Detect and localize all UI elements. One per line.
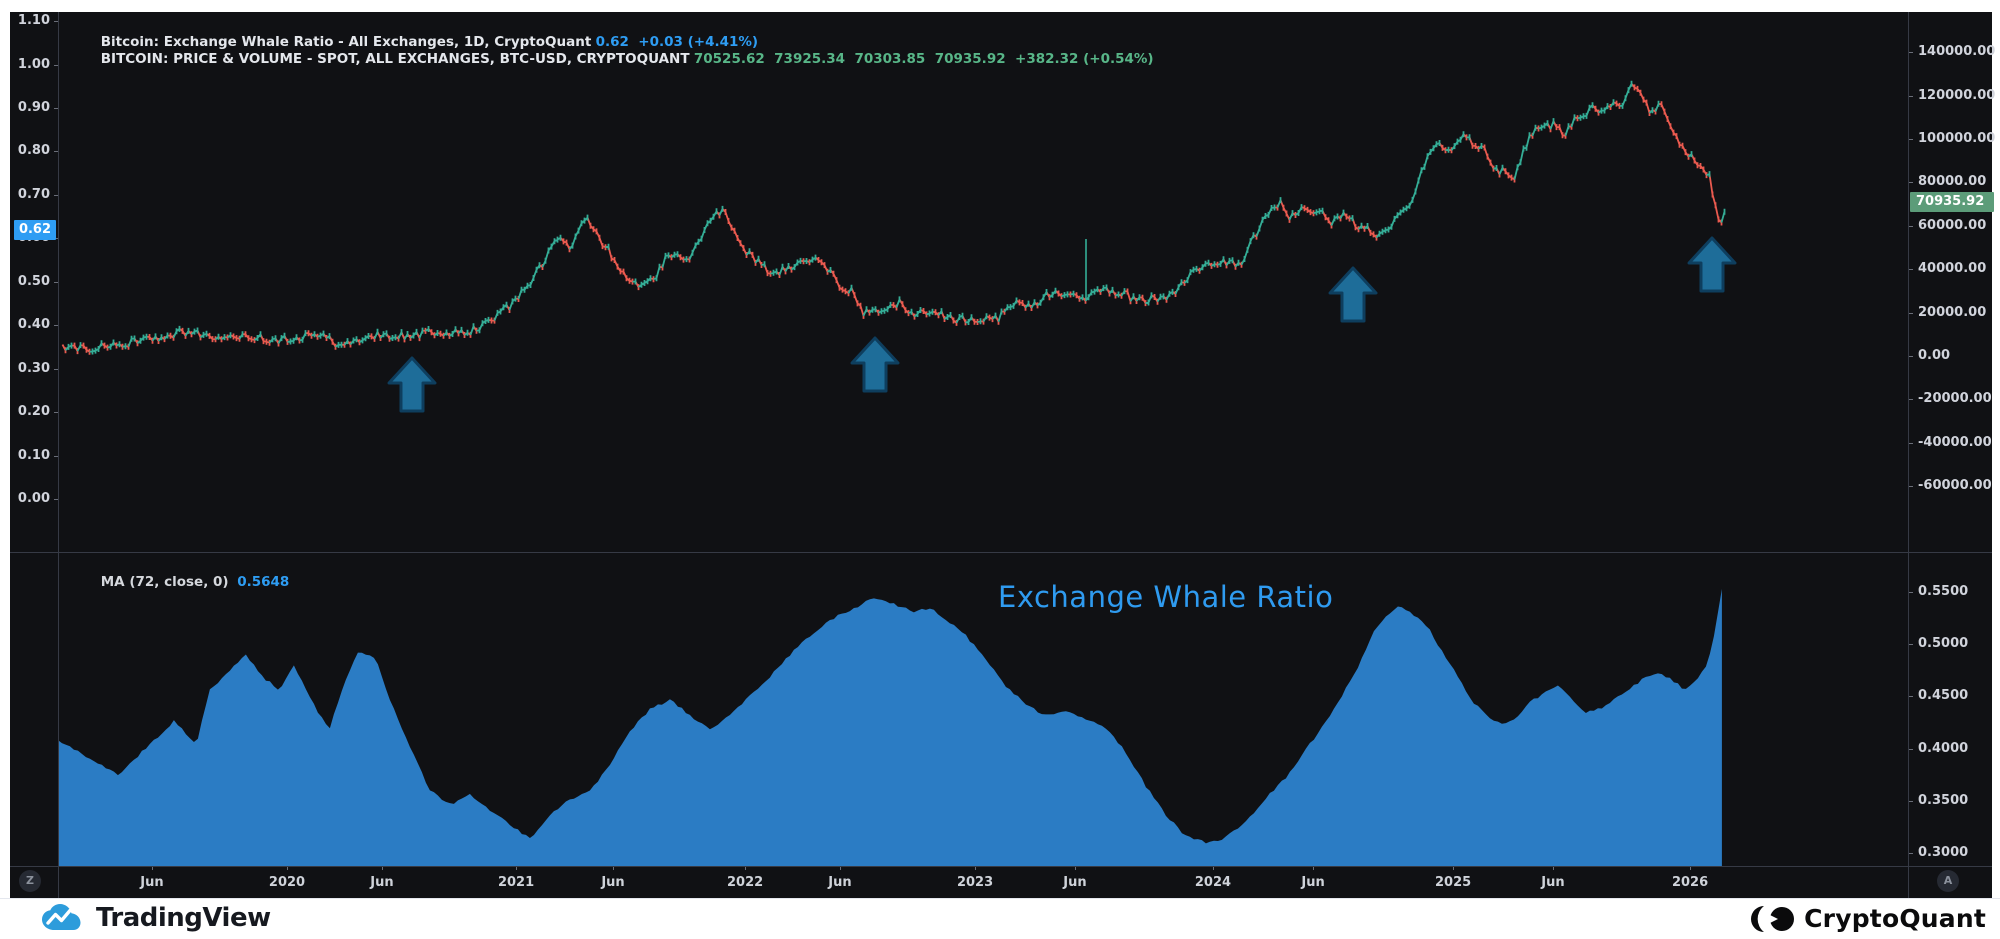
time-axis-border xyxy=(10,866,1992,867)
right-axis-price-tick: 20000.00 xyxy=(1918,304,1987,320)
time-axis-label: 2020 xyxy=(268,875,306,890)
time-axis-label: 2022 xyxy=(726,875,764,890)
legend-whale-ratio-value: 0.62 +0.03 (+4.41%) xyxy=(595,34,759,50)
up-arrow-annotation[interactable] xyxy=(850,336,900,393)
left-axis-tick: 0.00 xyxy=(17,491,50,506)
timezone-button[interactable]: Z xyxy=(19,870,41,892)
right-axis-price-tick: 60000.00 xyxy=(1918,217,1987,233)
time-axis-label: Jun xyxy=(1301,875,1325,890)
legend-row-ma[interactable]: MA (72, close, 0) 0.5648 xyxy=(75,558,290,606)
right-axis-ratio-tick: 0.3500 xyxy=(1918,792,1969,808)
left-axis-tick: 0.70 xyxy=(17,186,50,202)
cryptoquant-logo[interactable]: CryptoQuant xyxy=(1751,904,1986,933)
time-axis-label: 2024 xyxy=(1194,875,1232,890)
tradingview-logo[interactable]: TradingView xyxy=(40,903,271,933)
chart-frame: 1.101.000.900.800.700.600.500.400.300.20… xyxy=(10,12,1996,898)
left-axis-tick: 0.80 xyxy=(17,143,50,159)
time-axis-label: 2023 xyxy=(956,875,994,890)
legend-row-whale-ratio[interactable]: Bitcoin: Exchange Whale Ratio - All Exch… xyxy=(75,18,758,66)
legend-ma-title: MA (72, close, 0) xyxy=(100,574,229,590)
legend-whale-ratio-title: Bitcoin: Exchange Whale Ratio - All Exch… xyxy=(100,34,592,50)
time-axis-label: Jun xyxy=(601,875,625,890)
legend-btc-price-value: 70525.62 73925.34 70303.85 70935.92 +382… xyxy=(693,51,1154,67)
right-axis-ratio-tick: 0.3000 xyxy=(1918,845,1969,860)
time-axis-label: Jun xyxy=(1063,875,1087,890)
price-chart-canvas[interactable] xyxy=(58,12,1908,552)
up-arrow-annotation[interactable] xyxy=(1328,266,1378,323)
right-price-scale[interactable]: 140000.00 120000.00 100000.00 80000.00 60000… xyxy=(1908,12,1996,866)
legend-btc-price-title: BITCOIN: PRICE & VOLUME - SPOT, ALL EXCH… xyxy=(100,51,690,67)
right-axis-price-tick: -20000.00 xyxy=(1918,391,1992,407)
up-arrow-annotation[interactable] xyxy=(1687,236,1737,293)
right-axis-price-tick: 100000.00 xyxy=(1918,131,1996,146)
auto-scale-button[interactable]: A xyxy=(1937,870,1959,892)
time-axis[interactable]: Z A Jun 2020 Jun 2021 Jun 2022 Jun 2023 Jun 2024 J… xyxy=(10,866,1992,898)
time-axis-label: Jun xyxy=(1541,875,1565,890)
time-axis-label: Jun xyxy=(370,875,394,890)
right-axis-price-tick: 140000.00 xyxy=(1918,44,1996,60)
right-axis-price-tick: -60000.00 xyxy=(1918,478,1992,494)
time-axis-label: Jun xyxy=(828,875,852,890)
right-axis-ratio-tick: 0.4500 xyxy=(1918,688,1969,704)
whale-ratio-chart-canvas[interactable] xyxy=(58,552,1908,866)
legend-ma-value: 0.5648 xyxy=(237,574,290,590)
left-axis-tick: 0.20 xyxy=(17,404,50,420)
right-axis-price-tick: 80000.00 xyxy=(1918,174,1987,190)
time-axis-label: 2026 xyxy=(1671,875,1709,890)
pane-divider[interactable] xyxy=(10,552,1992,553)
up-arrow-annotation[interactable] xyxy=(387,356,437,413)
left-price-scale[interactable]: 1.101.000.900.800.700.600.500.400.300.20… xyxy=(10,12,59,866)
left-scale-border xyxy=(58,12,59,898)
time-axis-label: 2025 xyxy=(1434,875,1472,890)
right-axis-price-tick: -40000.00 xyxy=(1918,434,1992,450)
right-axis-price-tick: 40000.00 xyxy=(1918,261,1987,277)
legend-row-btc-price[interactable]: BITCOIN: PRICE & VOLUME - SPOT, ALL EXCH… xyxy=(75,35,1154,83)
right-axis-price-tick: 0.00 xyxy=(1918,348,1951,363)
left-axis-tick: 0.30 xyxy=(17,360,50,376)
left-axis-tick: 1.10 xyxy=(17,13,50,29)
current-ratio-badge: 0.62 xyxy=(14,219,56,240)
footer: TradingView CryptoQuant xyxy=(0,898,2000,939)
cryptoquant-wordmark: CryptoQuant xyxy=(1804,904,1986,933)
tradingview-wordmark: TradingView xyxy=(96,903,271,933)
left-axis-tick: 0.40 xyxy=(17,317,50,333)
cryptoquant-mark-icon xyxy=(1751,905,1795,933)
time-axis-label: 2021 xyxy=(497,875,535,890)
right-axis-ratio-tick: 0.5500 xyxy=(1918,584,1969,599)
time-axis-label: Jun xyxy=(140,875,164,890)
last-price-badge: 70935.92 xyxy=(1910,192,1994,213)
left-axis-tick: 0.90 xyxy=(17,100,50,116)
left-axis-tick: 0.10 xyxy=(17,447,50,463)
right-axis-ratio-tick: 0.4000 xyxy=(1918,740,1969,756)
right-axis-price-tick: 120000.00 xyxy=(1918,87,1996,103)
whale-ratio-area xyxy=(58,588,1722,866)
left-axis-tick: 0.50 xyxy=(17,273,50,289)
left-axis-tick: 1.00 xyxy=(17,56,50,72)
right-scale-border xyxy=(1908,12,1909,898)
right-axis-ratio-tick: 0.5000 xyxy=(1918,636,1969,652)
pane-watermark-title: Exchange Whale Ratio xyxy=(998,580,1334,614)
tradingview-cloud-icon xyxy=(40,904,86,932)
